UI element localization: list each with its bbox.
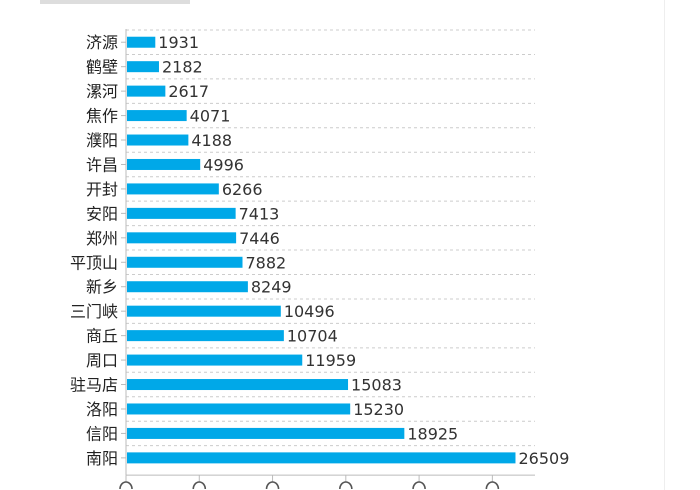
bar xyxy=(127,354,303,366)
category-label: 郑州 xyxy=(86,229,118,248)
x-tick-label-clipped xyxy=(119,481,133,490)
category-label: 平顶山 xyxy=(70,253,118,272)
bar xyxy=(127,110,187,122)
data-label: 15083 xyxy=(351,376,402,395)
x-tick-label-clipped xyxy=(485,481,500,490)
bar xyxy=(127,158,201,170)
category-label: 安阳 xyxy=(86,204,118,223)
category-label: 鹤壁 xyxy=(86,58,118,77)
category-label: 三门峡 xyxy=(70,302,118,321)
data-label: 6266 xyxy=(222,180,263,199)
category-label: 开封 xyxy=(86,180,118,199)
data-label: 10496 xyxy=(284,302,335,321)
category-label: 漯河 xyxy=(86,82,118,101)
category-label: 信阳 xyxy=(86,424,118,443)
data-label: 2617 xyxy=(168,82,209,101)
x-tick-label-clipped xyxy=(265,481,280,490)
category-label: 南阳 xyxy=(86,449,118,468)
category-label: 濮阳 xyxy=(86,131,118,150)
data-label: 4071 xyxy=(190,107,231,126)
bar xyxy=(127,256,243,268)
data-label: 11959 xyxy=(305,351,356,370)
data-label: 7882 xyxy=(246,253,287,272)
data-label: 10704 xyxy=(287,327,338,346)
bar xyxy=(127,61,159,73)
bar xyxy=(127,134,189,146)
bar xyxy=(127,183,219,195)
x-tick-label-clipped xyxy=(339,481,353,490)
x-tick-label-clipped xyxy=(412,481,426,490)
data-label: 7413 xyxy=(239,204,280,223)
data-label: 15230 xyxy=(353,400,404,419)
category-label: 周口 xyxy=(86,351,118,370)
category-label: 许昌 xyxy=(86,155,118,174)
category-label: 商丘 xyxy=(86,327,118,346)
data-label: 26509 xyxy=(518,449,569,468)
bar xyxy=(127,36,156,48)
x-tick-label-clipped xyxy=(192,481,207,490)
bar xyxy=(127,403,351,415)
bar xyxy=(127,85,166,97)
data-label: 8249 xyxy=(251,278,292,297)
title-clipped xyxy=(40,0,190,4)
category-label: 洛阳 xyxy=(86,400,118,419)
data-label: 2182 xyxy=(162,58,203,77)
category-label: 焦作 xyxy=(86,107,118,126)
bar xyxy=(127,330,284,342)
panel-border xyxy=(664,0,665,490)
bar xyxy=(127,452,516,464)
bar xyxy=(127,281,248,293)
category-label: 新乡 xyxy=(86,278,118,297)
bar xyxy=(127,379,349,391)
data-label: 4996 xyxy=(203,155,244,174)
bar xyxy=(127,305,281,317)
bar xyxy=(127,427,405,439)
data-label: 18925 xyxy=(407,424,458,443)
data-label: 1931 xyxy=(158,33,199,52)
category-label: 济源 xyxy=(86,33,118,52)
category-label: 驻马店 xyxy=(70,376,118,395)
bar xyxy=(127,232,237,244)
data-label: 7446 xyxy=(239,229,280,248)
data-label: 4188 xyxy=(191,131,232,150)
bar xyxy=(127,207,236,219)
